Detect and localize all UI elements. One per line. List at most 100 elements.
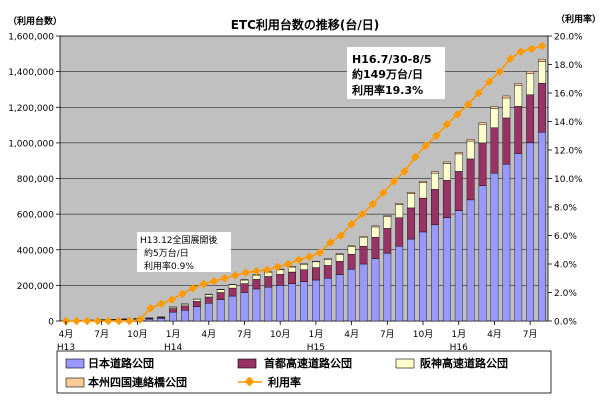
rate-marker: [283, 259, 293, 269]
bar-segment: [240, 292, 249, 322]
annotation-nationwide-line-3: 利用率0.9%: [144, 260, 194, 272]
bar-segment: [145, 318, 154, 322]
bar-segment: [442, 161, 451, 164]
x-tick-label: 7月: [94, 329, 109, 340]
stacked-bars: [62, 58, 546, 322]
rate-marker: [463, 100, 473, 109]
x-tick-label: 1月: [166, 329, 181, 340]
bar-segment: [240, 279, 249, 284]
rate-marker: [146, 303, 155, 313]
y-right-tick-label: 8.0%: [554, 204, 577, 214]
bar-segment: [347, 254, 356, 270]
rate-marker: [104, 316, 113, 326]
annotation-latest-line-3: 利用率19.3%: [352, 83, 423, 97]
bar-segment: [216, 289, 225, 293]
legend-swatch-shuto: [237, 358, 257, 369]
bar-segment: [300, 263, 308, 265]
x-tick-label: 7月: [237, 329, 252, 340]
rate-marker: [506, 54, 515, 64]
bar-segment: [395, 203, 404, 205]
bar-segment: [216, 292, 225, 300]
annotation-nationwide-line-2: 約5万台/日: [144, 247, 189, 259]
bar-segment: [300, 269, 308, 283]
annotation-latest-line-1: H16.7/30-8/5: [352, 53, 432, 66]
y-right-tick-label: 18.0%: [554, 61, 583, 71]
bar-segment: [204, 294, 213, 298]
bar-segment: [359, 263, 368, 322]
bar-segment: [276, 285, 285, 322]
bar-segment: [181, 305, 189, 311]
x-tick-label: 1月: [309, 329, 324, 340]
rate-marker: [453, 110, 462, 119]
legend-label-hanshin: 阪神高速道路公団: [420, 356, 508, 370]
rate-marker: [156, 299, 166, 309]
bar-segment: [312, 261, 320, 268]
y-right-tick-label: 4.0%: [554, 261, 577, 271]
annotation-nationwide-line-1: H13.12全国展開後: [140, 234, 218, 246]
y-left-tick-label: 1,000,000: [8, 139, 54, 149]
bar-segment: [454, 152, 463, 155]
bar-segment: [335, 253, 344, 255]
bar-segment: [240, 283, 249, 293]
bar-segment: [419, 197, 427, 233]
legend-label-rate: 利用率: [268, 375, 301, 389]
bar-segment: [490, 108, 499, 128]
legend-label-jh: 日本道路公団: [88, 356, 154, 370]
y-right-tick-label: 10.0%: [554, 175, 583, 185]
bar-segment: [538, 131, 546, 322]
y-left-tick-label: 0: [48, 318, 54, 328]
rate-marker: [82, 316, 92, 326]
x-tick-label: 7月: [380, 329, 395, 340]
y-left-axis-title: （利用台数）: [8, 15, 62, 27]
bar-segment: [252, 275, 261, 280]
rate-marker: [442, 120, 452, 129]
bar-segment: [526, 73, 535, 95]
bar-segment: [454, 171, 463, 211]
x-tick-label: 4月: [59, 329, 74, 340]
y-right-tick-label: 12.0%: [554, 147, 583, 157]
rate-marker: [262, 265, 272, 274]
bar-segment: [502, 95, 511, 99]
bar-segment: [514, 83, 523, 86]
bar-segment: [395, 204, 404, 218]
legend-swatch-jh: [65, 358, 85, 369]
rate-polyline: [65, 45, 543, 322]
y-right-tick-label: 2.0%: [554, 289, 577, 299]
bar-segment: [371, 225, 380, 228]
y-left-tick-label: 800,000: [17, 175, 54, 185]
rate-marker: [400, 167, 409, 176]
bar-segment: [323, 258, 332, 260]
bar-segment: [431, 172, 439, 190]
bar-segment: [526, 142, 535, 322]
rate-marker: [315, 248, 325, 257]
rate-marker: [326, 238, 335, 247]
rate-marker: [178, 289, 187, 299]
bar-segment: [288, 266, 296, 273]
x-year-label: H14: [164, 343, 182, 353]
bar-segment: [347, 245, 356, 247]
bar-segment: [347, 246, 356, 255]
rate-marker: [484, 77, 494, 86]
bar-segment: [264, 286, 273, 322]
bar-segment: [335, 254, 344, 262]
rate-marker: [167, 295, 176, 304]
x-tick-label: 10月: [413, 329, 433, 340]
bar-segment: [192, 299, 201, 302]
bar-segment: [371, 258, 380, 322]
bar-segment: [478, 124, 487, 144]
y-left-ticks: 0 200,000 400,000 600,000 800,000 1,000,000 1,…: [8, 33, 60, 328]
bar-segment: [431, 171, 439, 174]
bar-segment: [312, 267, 320, 281]
legend: 日本道路公団 首都高速道路公団 阪神高速道路公団 本州四国連絡橋公団 利用率: [56, 350, 552, 394]
bar-segment: [502, 164, 511, 322]
x-tick-label: 4月: [201, 329, 216, 340]
y-left-tick-label: 400,000: [17, 246, 54, 256]
bar-segment: [478, 142, 487, 186]
bar-segment: [228, 287, 237, 297]
rate-marker: [125, 316, 134, 326]
bar-segment: [514, 153, 523, 322]
bar-segment: [323, 265, 332, 279]
bar-segment: [538, 83, 546, 133]
rate-marker: [199, 279, 208, 289]
bar-segment: [157, 318, 166, 322]
